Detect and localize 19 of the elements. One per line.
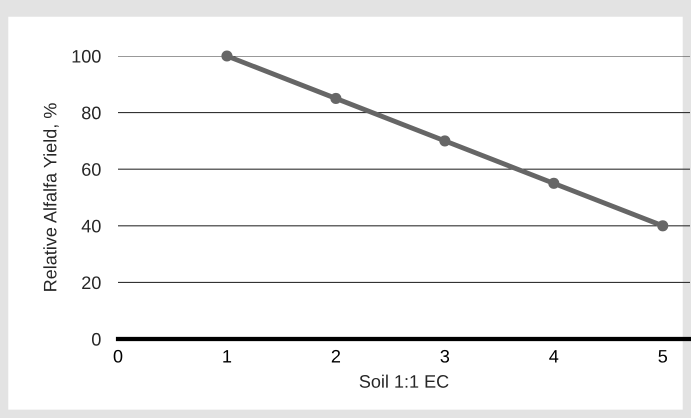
point [439,135,450,146]
x-tick-label: 3 [440,350,450,363]
x-tick-label: 1 [223,350,232,362]
point [330,92,342,104]
y-tick-label: 80 [82,106,101,120]
y-tick-label: 100 [72,50,101,63]
point [221,50,233,62]
x-tick-label: 5 [658,350,668,363]
y-tick-label: 60 [82,163,101,176]
point [657,220,668,232]
y-tick-label: 20 [82,276,101,290]
x-tick-label: 2 [332,350,340,362]
x-tick-label: 0 [114,350,122,363]
point [548,178,560,189]
y-axis-title: Relative Alfalfa Yield, % [43,103,59,291]
y-tick-label: 40 [82,220,101,233]
x-axis-title: Soil 1:1 EC [360,374,448,388]
x-tick-label: 4 [549,350,558,362]
y-tick-label: 0 [92,332,101,346]
